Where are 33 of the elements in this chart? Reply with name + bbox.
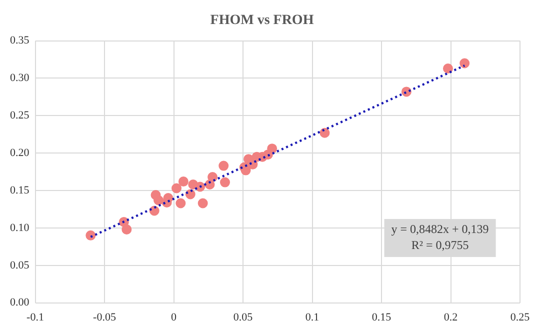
y-tick-label: 0.25 [10,110,30,122]
y-tick-label: 0.00 [10,296,30,309]
x-tick-label: -0.05 [93,311,116,324]
point [218,160,229,171]
point [442,63,453,74]
x-tick-label: -0.1 [26,311,44,324]
point [172,183,182,194]
point [176,198,186,208]
point [154,195,164,206]
y-tick-label: 0.20 [10,146,30,159]
x-tick-label: 0.1 [305,311,320,324]
x-tick-label: 0.15 [372,311,392,324]
point [220,177,230,188]
point [208,172,218,182]
point [320,128,330,138]
annotation: R² = 0,9755 [411,238,469,252]
y-tick-label: 0.05 [10,259,30,272]
chart-title: FHOM vs FROH [210,13,314,28]
point [178,176,188,187]
y-tick-label: 0.10 [10,222,30,234]
point [198,198,208,208]
annotation: y = 0,8482x + 0,139 [391,222,489,236]
x-tick-label: 0.05 [233,311,254,324]
y-tick-label: 0.35 [10,34,30,47]
x-tick-label: 0 [171,311,177,324]
y-tick-label: 0.15 [10,184,30,196]
x-tick-label: 0.2 [444,311,458,324]
x-tick-label: 0.25 [510,311,530,324]
point [267,144,278,154]
point [86,230,96,240]
point [122,224,132,234]
point [460,58,470,68]
y-tick-label: 0.30 [10,72,30,84]
